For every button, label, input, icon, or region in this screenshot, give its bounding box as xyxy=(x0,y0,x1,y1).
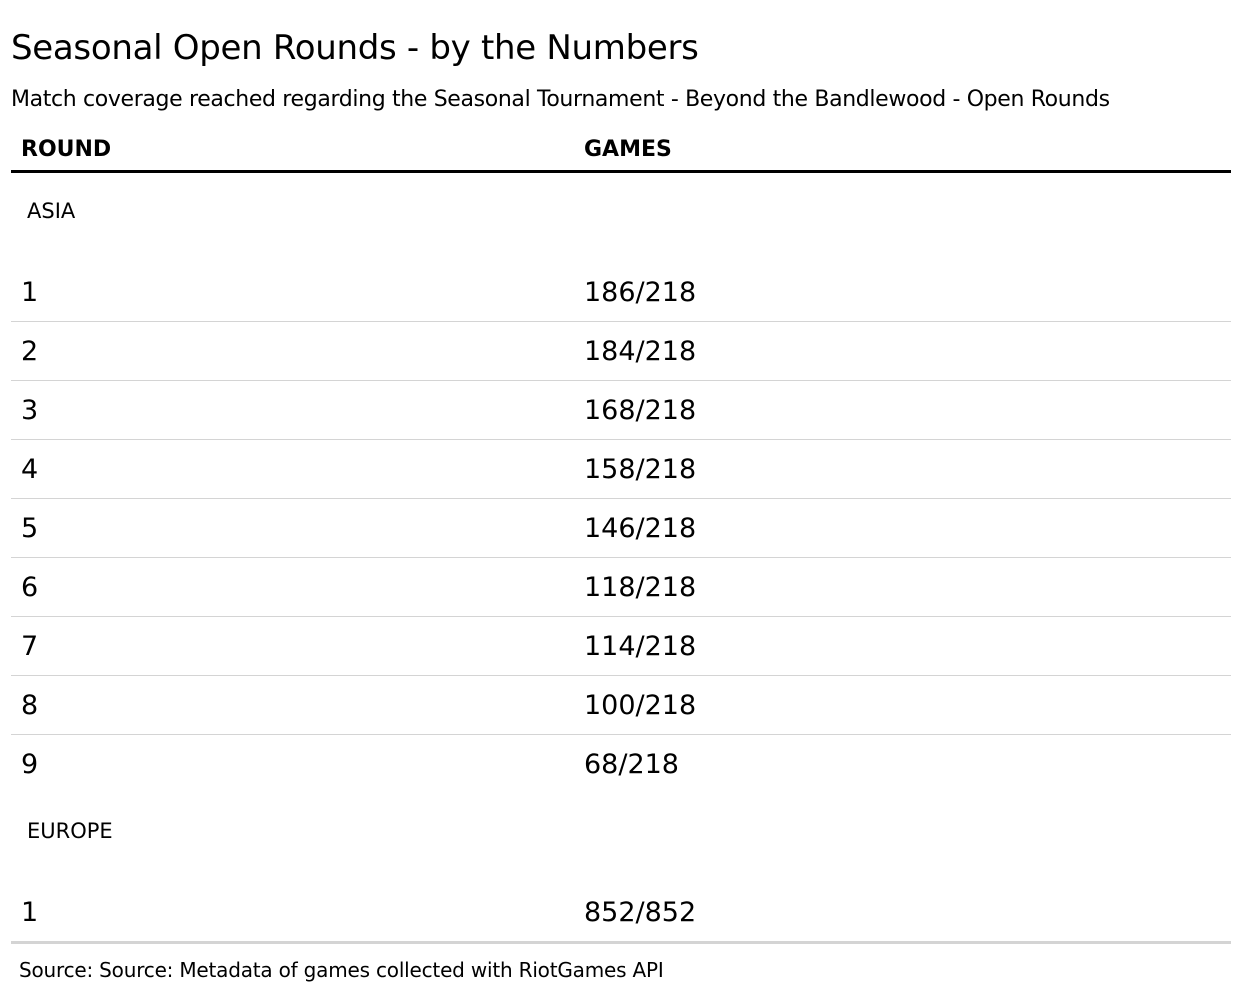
table-row: 6 118/218 xyxy=(11,557,1231,617)
round-cell: 8 xyxy=(11,675,574,735)
round-cell: 9 xyxy=(21,748,39,780)
games-cell: 186/218 xyxy=(574,263,1231,322)
coverage-table: ROUND GAMES ASIA 1 186/218 2 184/218 3 168/218… xyxy=(11,128,1231,944)
table-row: 7 114/218 xyxy=(11,616,1231,676)
round-cell: 3 xyxy=(11,380,574,440)
games-cell: 852/852 xyxy=(574,883,1231,944)
games-cell: 168/218 xyxy=(574,380,1231,440)
table-title: Seasonal Open Rounds - by the Numbers xyxy=(11,28,699,68)
round-cell: 1 xyxy=(11,263,574,322)
games-cell: 118/218 xyxy=(574,557,1231,617)
group-label: EUROPE xyxy=(27,819,113,843)
table-body: ASIA 1 186/218 2 184/218 3 168/218 4 158/218 5 146… xyxy=(11,172,1231,944)
round-cell: 4 xyxy=(11,439,574,499)
table-row: 2 184/218 xyxy=(11,321,1231,381)
source-note: Source: Source: Metadata of games collec… xyxy=(19,958,664,982)
group-row: ASIA xyxy=(11,172,1231,264)
table-row: 8 100/218 xyxy=(11,675,1231,735)
table-row: 3 168/218 xyxy=(11,380,1231,440)
round-cell: 7 xyxy=(11,616,574,676)
group-label: ASIA xyxy=(27,199,76,223)
header-row: ROUND GAMES xyxy=(11,128,1231,173)
table-row: 9 68/218 xyxy=(11,735,1231,794)
column-header-games: GAMES xyxy=(574,128,1231,173)
games-cell: 158/218 xyxy=(574,439,1231,499)
group-row: EUROPE xyxy=(11,793,1231,883)
table-row: 1 186/218 xyxy=(11,263,1231,322)
games-cell: 100/218 xyxy=(574,675,1231,735)
table-row: 5 146/218 xyxy=(11,498,1231,558)
games-cell: 114/218 xyxy=(574,616,1231,676)
round-cell: 6 xyxy=(11,557,574,617)
table-row: 1 852/852 xyxy=(11,883,1231,944)
games-cell: 184/218 xyxy=(574,321,1231,381)
round-cell: 2 xyxy=(11,321,574,381)
table-row: 4 158/218 xyxy=(11,439,1231,499)
table-subtitle: Match coverage reached regarding the Sea… xyxy=(11,87,1110,112)
table-figure: Seasonal Open Rounds - by the Numbers Ma… xyxy=(11,0,1231,982)
round-cell: 1 xyxy=(11,883,574,944)
round-cell: 5 xyxy=(11,498,574,558)
games-cell: 146/218 xyxy=(574,498,1231,558)
column-header-round: ROUND xyxy=(11,128,574,173)
games-cell: 68/218 xyxy=(584,748,679,780)
